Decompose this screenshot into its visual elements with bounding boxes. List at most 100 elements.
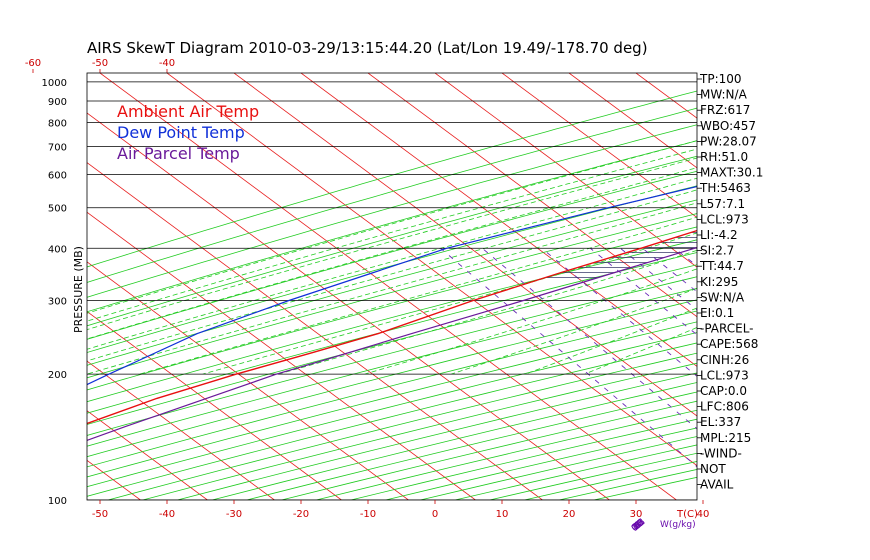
index-value: MAXT:30.1	[700, 166, 763, 180]
dry-adiabat-line	[212, 382, 697, 500]
pressure-tick: 300	[48, 296, 67, 307]
isotherm-line	[166, 73, 697, 467]
dry-adiabat-line	[87, 299, 697, 458]
moist-adiabat-line	[278, 249, 697, 375]
index-value: NOT	[700, 462, 726, 476]
dry-adiabat-line	[385, 427, 697, 500]
dry-adiabat-line	[87, 185, 697, 353]
pressure-tick: 1000	[42, 78, 67, 89]
isotherm-line	[568, 73, 697, 169]
ambient-air-temp-top-segment	[0, 426, 79, 500]
index-value: LCL:973	[700, 368, 749, 382]
isobar-lines	[87, 81, 697, 500]
index-value: TH:5463	[699, 181, 751, 195]
mixing-ratio-tick: 2	[633, 520, 644, 531]
mixing-ratio-line	[642, 247, 697, 293]
isotherm-line	[0, 73, 73, 500]
bottom-temperature-tick: 20	[563, 509, 576, 520]
dry-adiabat-line	[87, 310, 697, 468]
isotherm-line	[87, 311, 342, 500]
dry-adiabat-line	[87, 252, 697, 414]
dry-adiabat-line	[87, 170, 697, 340]
index-value: CINH:26	[700, 353, 749, 367]
moist-adiabat-line	[139, 216, 697, 375]
mixing-ratio-line	[843, 248, 870, 500]
isotherm-line	[434, 73, 697, 268]
dry-adiabat-line	[87, 199, 697, 366]
dry-adiabat-line	[420, 436, 697, 500]
index-value: PW:28.07	[700, 134, 757, 148]
moist-adiabat-line	[87, 148, 697, 322]
index-value: WBO:457	[700, 119, 756, 133]
pressure-tick: 400	[48, 244, 67, 255]
index-value: FRZ:617	[700, 103, 750, 117]
moist-adiabat-line	[87, 167, 697, 340]
air-parcel-temp-line	[87, 246, 697, 442]
moist-adiabat-line	[87, 157, 697, 331]
bottom-temperature-tick: 40	[697, 509, 710, 520]
moist-adiabat-line	[364, 268, 697, 375]
dry-adiabat-line	[87, 213, 697, 379]
top-temperature-tick: -50	[92, 58, 108, 69]
index-value: SI:2.7	[700, 244, 734, 258]
index-value: LFC:806	[700, 400, 749, 414]
dry-adiabat-line	[87, 239, 697, 403]
bottom-temperature-tick: -20	[293, 509, 309, 520]
pressure-tick-labels: 100 200 300 400 500 600 700 800 900 1000	[42, 78, 67, 507]
x-axis-unit-label: T(C)	[676, 509, 698, 520]
bottom-temperature-ticks: -50 -40 -30 -20 -10 0 10 20 30 40	[92, 500, 710, 520]
bottom-temperature-tick: -40	[159, 509, 175, 520]
isotherm-line	[87, 162, 543, 500]
mixing-ratio-tick: 4	[633, 520, 644, 532]
dry-adiabat-line	[87, 226, 697, 391]
bottom-temperature-tick: -50	[92, 509, 108, 520]
y-axis-label: PRESSURE (MB)	[72, 246, 85, 333]
mixing-ratio-line	[733, 248, 870, 500]
mixing-ratio-unit-label: W(g/kg)	[660, 520, 696, 530]
top-temperature-ticks: -120-110-100-90-80-70-60-50-40	[25, 58, 175, 73]
pressure-tick: 600	[48, 171, 67, 182]
mixing-ratio-tick: 1	[633, 520, 644, 531]
pressure-tick: 700	[48, 143, 67, 154]
dry-adiabat-line	[350, 418, 697, 500]
top-temperature-tick: -60	[25, 58, 41, 69]
dry-adiabat-line	[87, 155, 697, 327]
index-value: CAP:0.0	[700, 384, 747, 398]
mixing-ratio-line	[816, 248, 870, 500]
sounding-profiles	[0, 185, 697, 500]
isotherm-line	[99, 73, 677, 500]
pressure-tick: 900	[48, 97, 67, 108]
dry-adiabat-line	[87, 90, 697, 268]
isotherm-line	[770, 73, 870, 500]
index-value: L57:7.1	[700, 197, 745, 211]
bottom-temperature-tick: 10	[496, 509, 509, 520]
dry-adiabat-line	[87, 276, 697, 436]
mixing-ratio-tick: 3	[633, 520, 644, 531]
index-value: CAPE:568	[700, 337, 758, 351]
index-value: KI:295	[700, 275, 738, 289]
pressure-tick: 200	[48, 370, 67, 381]
isotherm-line	[0, 73, 6, 500]
legend-item-ambient-air-temp: Ambient Air Temp	[117, 102, 259, 121]
pressure-tick: 100	[48, 496, 67, 507]
dew-point-temp-line	[87, 185, 697, 386]
index-value: MW:N/A	[700, 88, 748, 102]
mixing-ratio-tick: 8	[633, 520, 644, 532]
index-value: LI:-4.2	[700, 228, 738, 242]
index-value: EL:337	[700, 415, 741, 429]
index-value: TP:100	[699, 72, 742, 86]
dry-adiabat-line	[281, 400, 697, 500]
dry-adiabat-line	[87, 288, 697, 447]
index-value: -WIND-	[700, 446, 742, 460]
chart-title: AIRS SkewT Diagram 2010-03-29/13:15:44.2…	[87, 39, 648, 57]
legend-item-air-parcel-temp: Air Parcel Temp	[117, 144, 240, 163]
bottom-temperature-tick: 30	[630, 509, 643, 520]
isotherm-lines	[0, 73, 870, 500]
isotherm-line	[87, 211, 476, 500]
mixing-ratio-tick: 6	[633, 520, 644, 532]
index-value: TT:44.7	[699, 259, 744, 273]
index-value: RH:51.0	[700, 150, 748, 164]
dry-adiabat-line	[316, 409, 697, 500]
